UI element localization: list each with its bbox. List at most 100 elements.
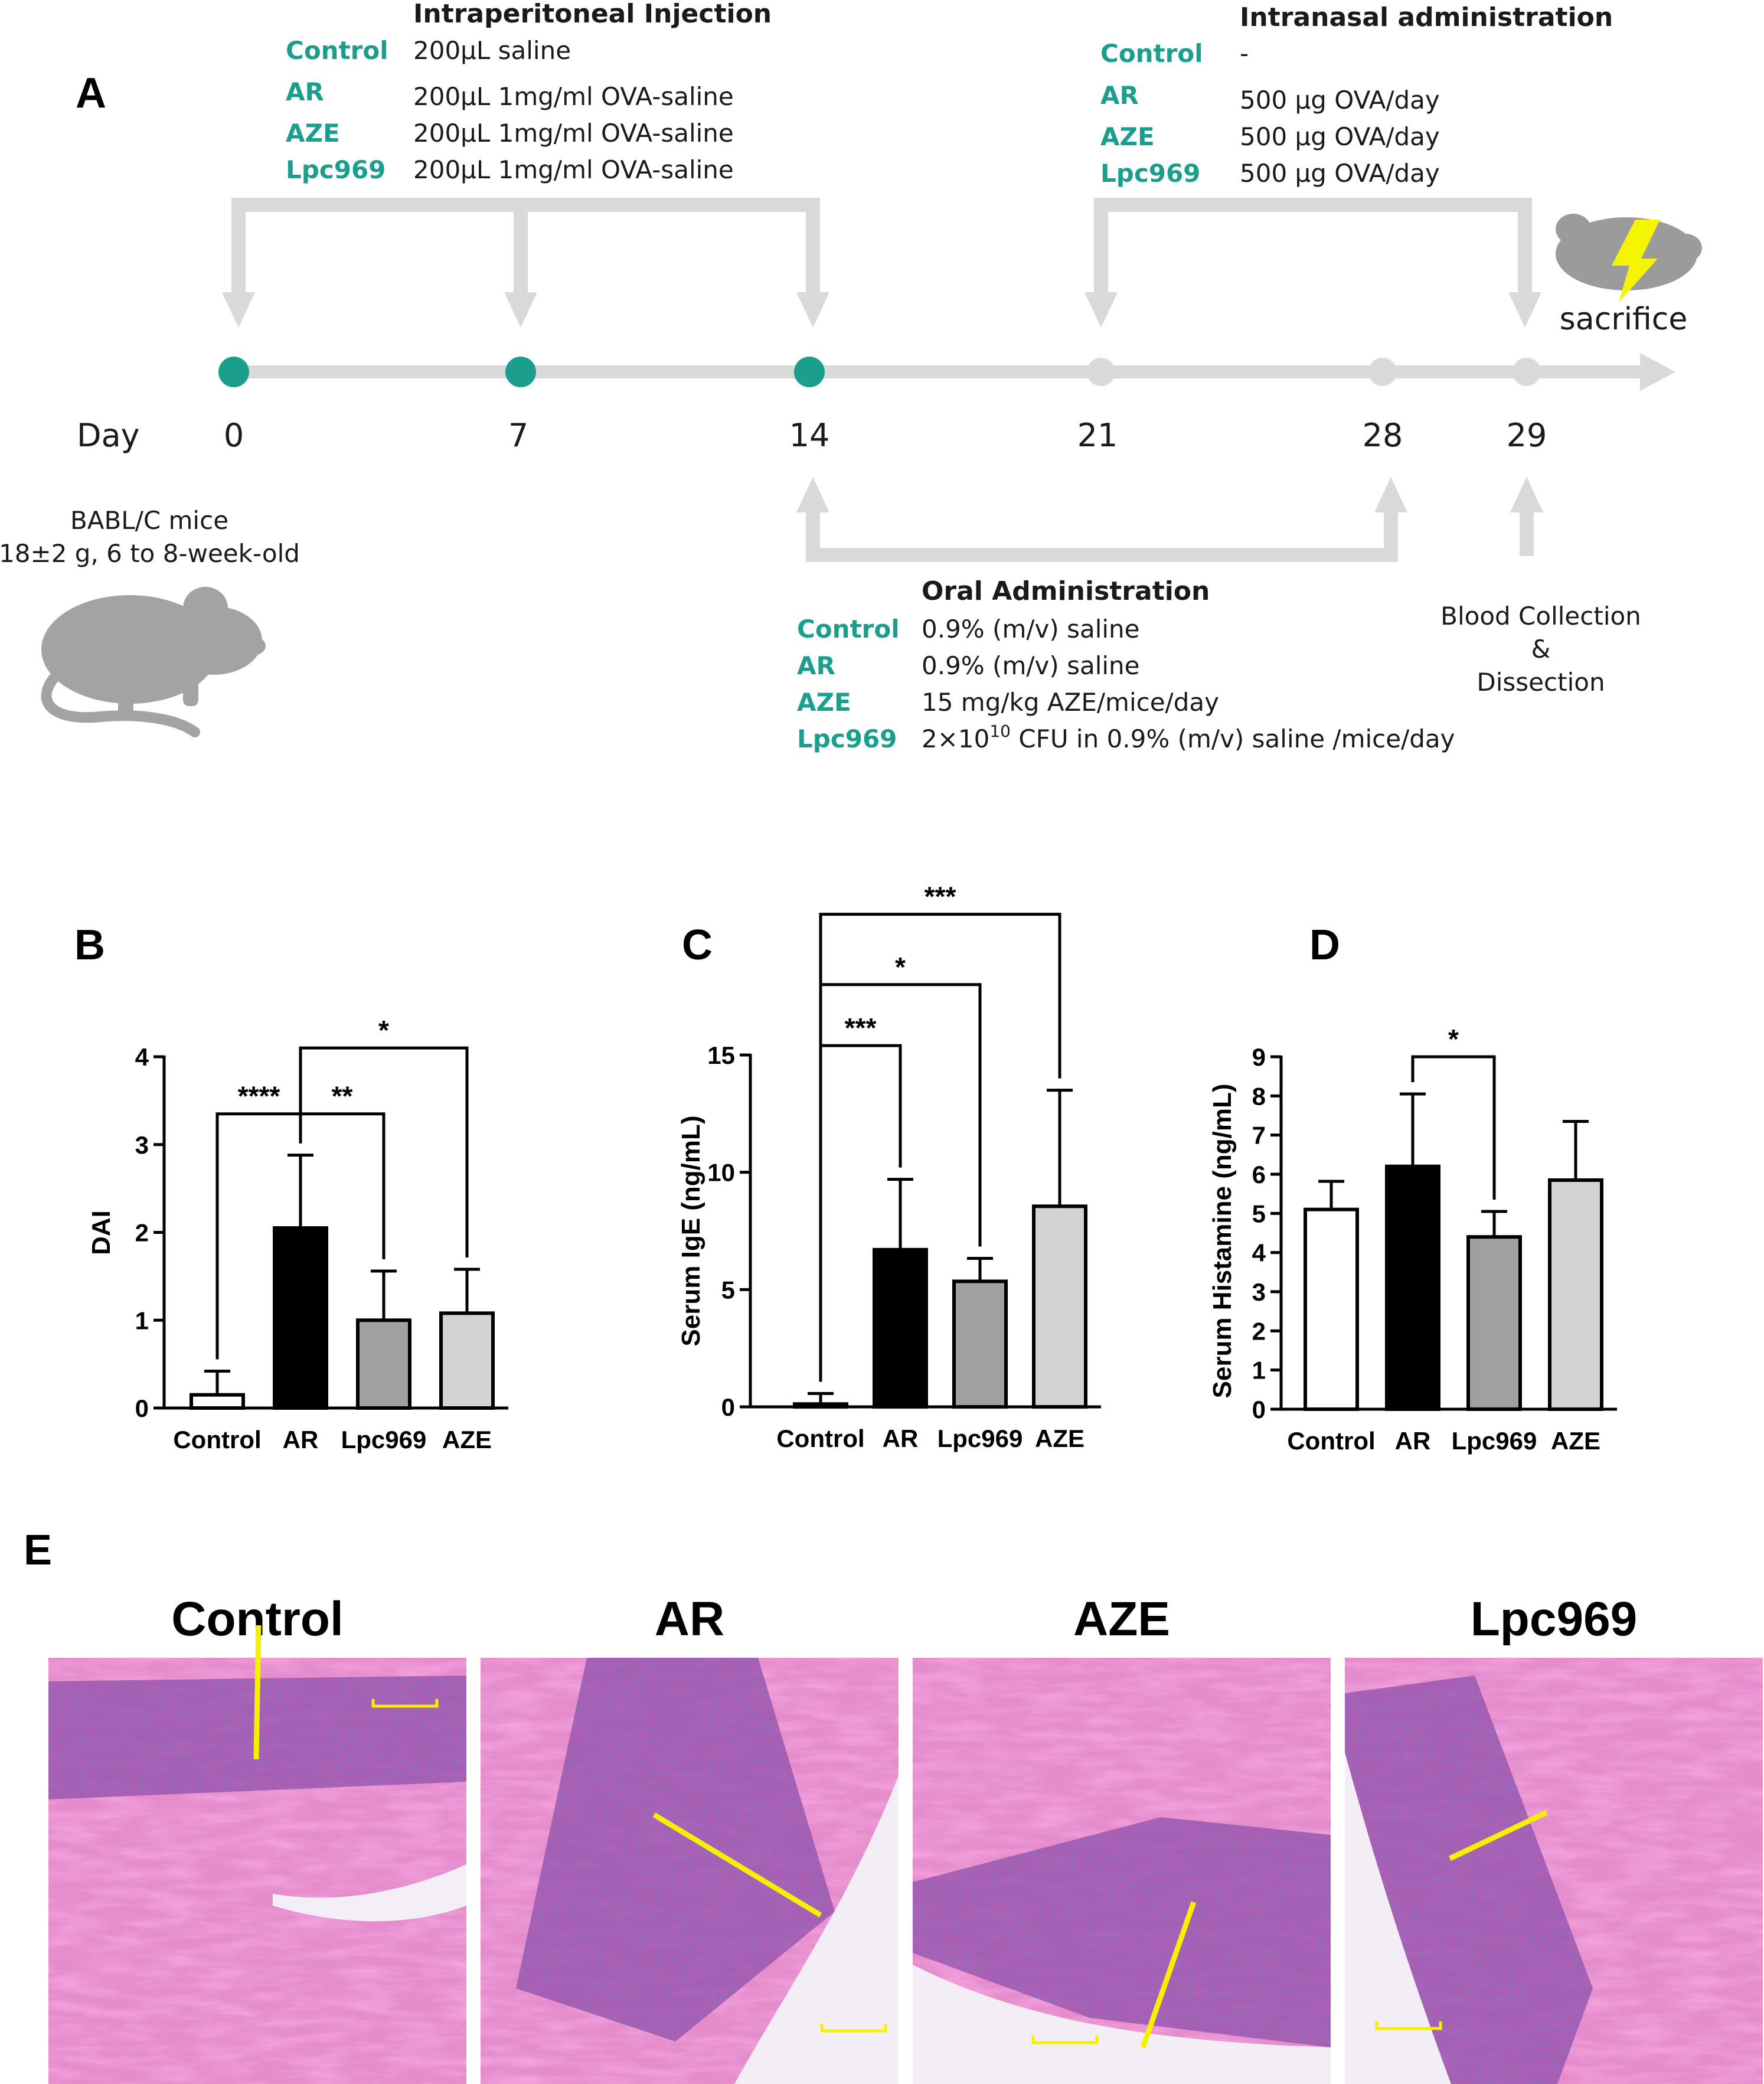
mice-details: 18±2 g, 6 to 8-week-old	[0, 539, 300, 568]
timeline-dots	[218, 357, 1541, 387]
bar-lpc969	[1466, 1235, 1522, 1411]
sacrifice-mouse-icon	[1556, 214, 1702, 302]
timeline-arrowhead	[1640, 353, 1675, 391]
y-tick-label: 2	[1252, 1317, 1266, 1345]
y-tick-label: 0	[135, 1394, 149, 1422]
histology-panels: Control AR AZE Lpc969	[48, 1592, 1763, 2084]
significance-bracket	[299, 1046, 469, 1257]
oral-group: AR	[797, 651, 835, 680]
y-tick-label: 0	[721, 1393, 735, 1421]
significance-label: *	[1448, 1024, 1459, 1054]
lumen-region	[1345, 1752, 1451, 2084]
x-tick-label: AZE	[442, 1426, 492, 1453]
y-tick-label: 0	[1252, 1396, 1266, 1423]
y-tick-label: 5	[1252, 1200, 1266, 1227]
bar-lpc969	[952, 1279, 1008, 1409]
y-axis-label: Serum Histamine (ng/mL)	[1208, 1084, 1237, 1399]
oral-title: Oral Administration	[922, 576, 1210, 606]
scale-bar	[1031, 2036, 1099, 2044]
thickness-measure-line	[652, 1812, 822, 1918]
bar-control	[190, 1393, 245, 1410]
ip-group: Lpc969	[286, 155, 386, 184]
x-tick-label: AR	[883, 1425, 919, 1452]
intranasal-dose: 500 μg OVA/day	[1240, 86, 1440, 115]
intranasal-group: AZE	[1100, 122, 1155, 151]
oral-group: Control	[797, 615, 900, 644]
y-tick-label: 5	[721, 1276, 735, 1304]
thickness-measure-line	[253, 1625, 262, 1760]
x-tick-label: Control	[776, 1425, 864, 1452]
day-label: Day	[77, 417, 140, 454]
bar-ar	[1385, 1164, 1440, 1411]
thickness-measure-line	[1449, 1809, 1548, 1861]
x-tick-label: AR	[283, 1426, 319, 1453]
y-tick-label: 2	[135, 1219, 149, 1247]
blood-collection-label: Blood Collection	[1440, 602, 1641, 631]
chart-serum-histamine: Serum Histamine (ng/mL) 0 1 2 3 4 5 6 7 8 9 Contro…	[1208, 1024, 1617, 1455]
blood-collection-amp: &	[1531, 635, 1551, 664]
lumen-region	[734, 1776, 899, 2084]
histology-title: AR	[655, 1592, 724, 1646]
significance-bracket	[1411, 1055, 1496, 1200]
timeline-dot	[218, 357, 249, 387]
y-tick-label: 9	[1252, 1043, 1266, 1071]
oral-dose: 0.9% (m/v) saline	[922, 651, 1140, 680]
day-tick: 7	[508, 417, 528, 454]
oral-dose: 0.9% (m/v) saline	[922, 615, 1140, 644]
timeline-dot	[794, 357, 825, 387]
histology-title: AZE	[1073, 1592, 1170, 1646]
x-tick-label: Control	[1287, 1427, 1375, 1455]
bar-aze	[1548, 1178, 1603, 1411]
ip-title: Intraperitoneal Injection	[413, 0, 772, 29]
y-axis-label: Serum IgE (ng/mL)	[677, 1115, 705, 1346]
ip-bracket-arrows	[222, 198, 829, 328]
panel-label-b: B	[74, 922, 105, 969]
y-tick-label: 4	[135, 1043, 149, 1071]
ip-dose: 200μL saline	[413, 36, 571, 65]
chart-serum-ige: Serum IgE (ng/mL) 0 5 10 15 Control AR Lpc969 A…	[677, 881, 1101, 1452]
oral-dose: 15 mg/kg AZE/mice/day	[922, 688, 1219, 717]
y-tick-label: 4	[1252, 1239, 1266, 1267]
intranasal-dose: -	[1240, 39, 1249, 68]
mouse-icon	[41, 587, 266, 737]
bar-ar	[873, 1247, 928, 1409]
ip-group: AZE	[286, 119, 340, 148]
y-tick-label: 15	[707, 1041, 735, 1069]
intranasal-dose: 500 μg OVA/day	[1240, 159, 1440, 188]
bar-control	[1304, 1207, 1359, 1411]
bar-lpc969	[356, 1318, 411, 1410]
x-tick-label: Lpc969	[937, 1425, 1023, 1452]
day-tick: 29	[1507, 417, 1547, 454]
x-tick-label: AZE	[1551, 1427, 1600, 1455]
ip-dose: 200μL 1mg/ml OVA-saline	[413, 82, 734, 111]
y-tick-label: 10	[707, 1159, 735, 1187]
y-tick-label: 6	[1252, 1161, 1266, 1188]
timeline-dot	[1513, 358, 1541, 386]
day-tick: 0	[224, 417, 244, 454]
histology-title: Lpc969	[1471, 1592, 1638, 1646]
lumen-region	[273, 1864, 466, 1922]
ip-dose: 200μL 1mg/ml OVA-saline	[413, 119, 734, 148]
scale-bar	[371, 1699, 439, 1708]
panel-label-e: E	[24, 1527, 52, 1574]
significance-label: **	[332, 1081, 353, 1112]
intranasal-group: Control	[1100, 39, 1203, 68]
y-tick-label: 8	[1252, 1082, 1266, 1110]
day-tick: 14	[789, 417, 830, 454]
scale-bar	[1375, 2021, 1442, 2030]
lightning-icon	[1612, 220, 1660, 302]
bar-control	[793, 1402, 848, 1409]
ip-table: Control 200μL saline AR 200μL 1mg/ml OVA…	[286, 36, 734, 184]
sacrifice-label: sacrifice	[1560, 302, 1688, 337]
oral-dose-lpc969: 2×1010 CFU in 0.9% (m/v) saline /mice/da…	[922, 721, 1455, 753]
intranasal-table: Control - AR 500 μg OVA/day AZE 500 μg O…	[1100, 39, 1440, 188]
oral-bracket-arrows	[796, 477, 1543, 562]
scale-bar	[820, 2024, 887, 2033]
oral-table: Control 0.9% (m/v) saline AR 0.9% (m/v) …	[797, 615, 1455, 753]
x-tick-label: AR	[1395, 1427, 1431, 1455]
y-tick-label: 1	[135, 1306, 149, 1334]
bar-aze	[1032, 1204, 1087, 1409]
bar-ar	[273, 1226, 328, 1410]
y-axis-label: DAI	[87, 1210, 116, 1255]
